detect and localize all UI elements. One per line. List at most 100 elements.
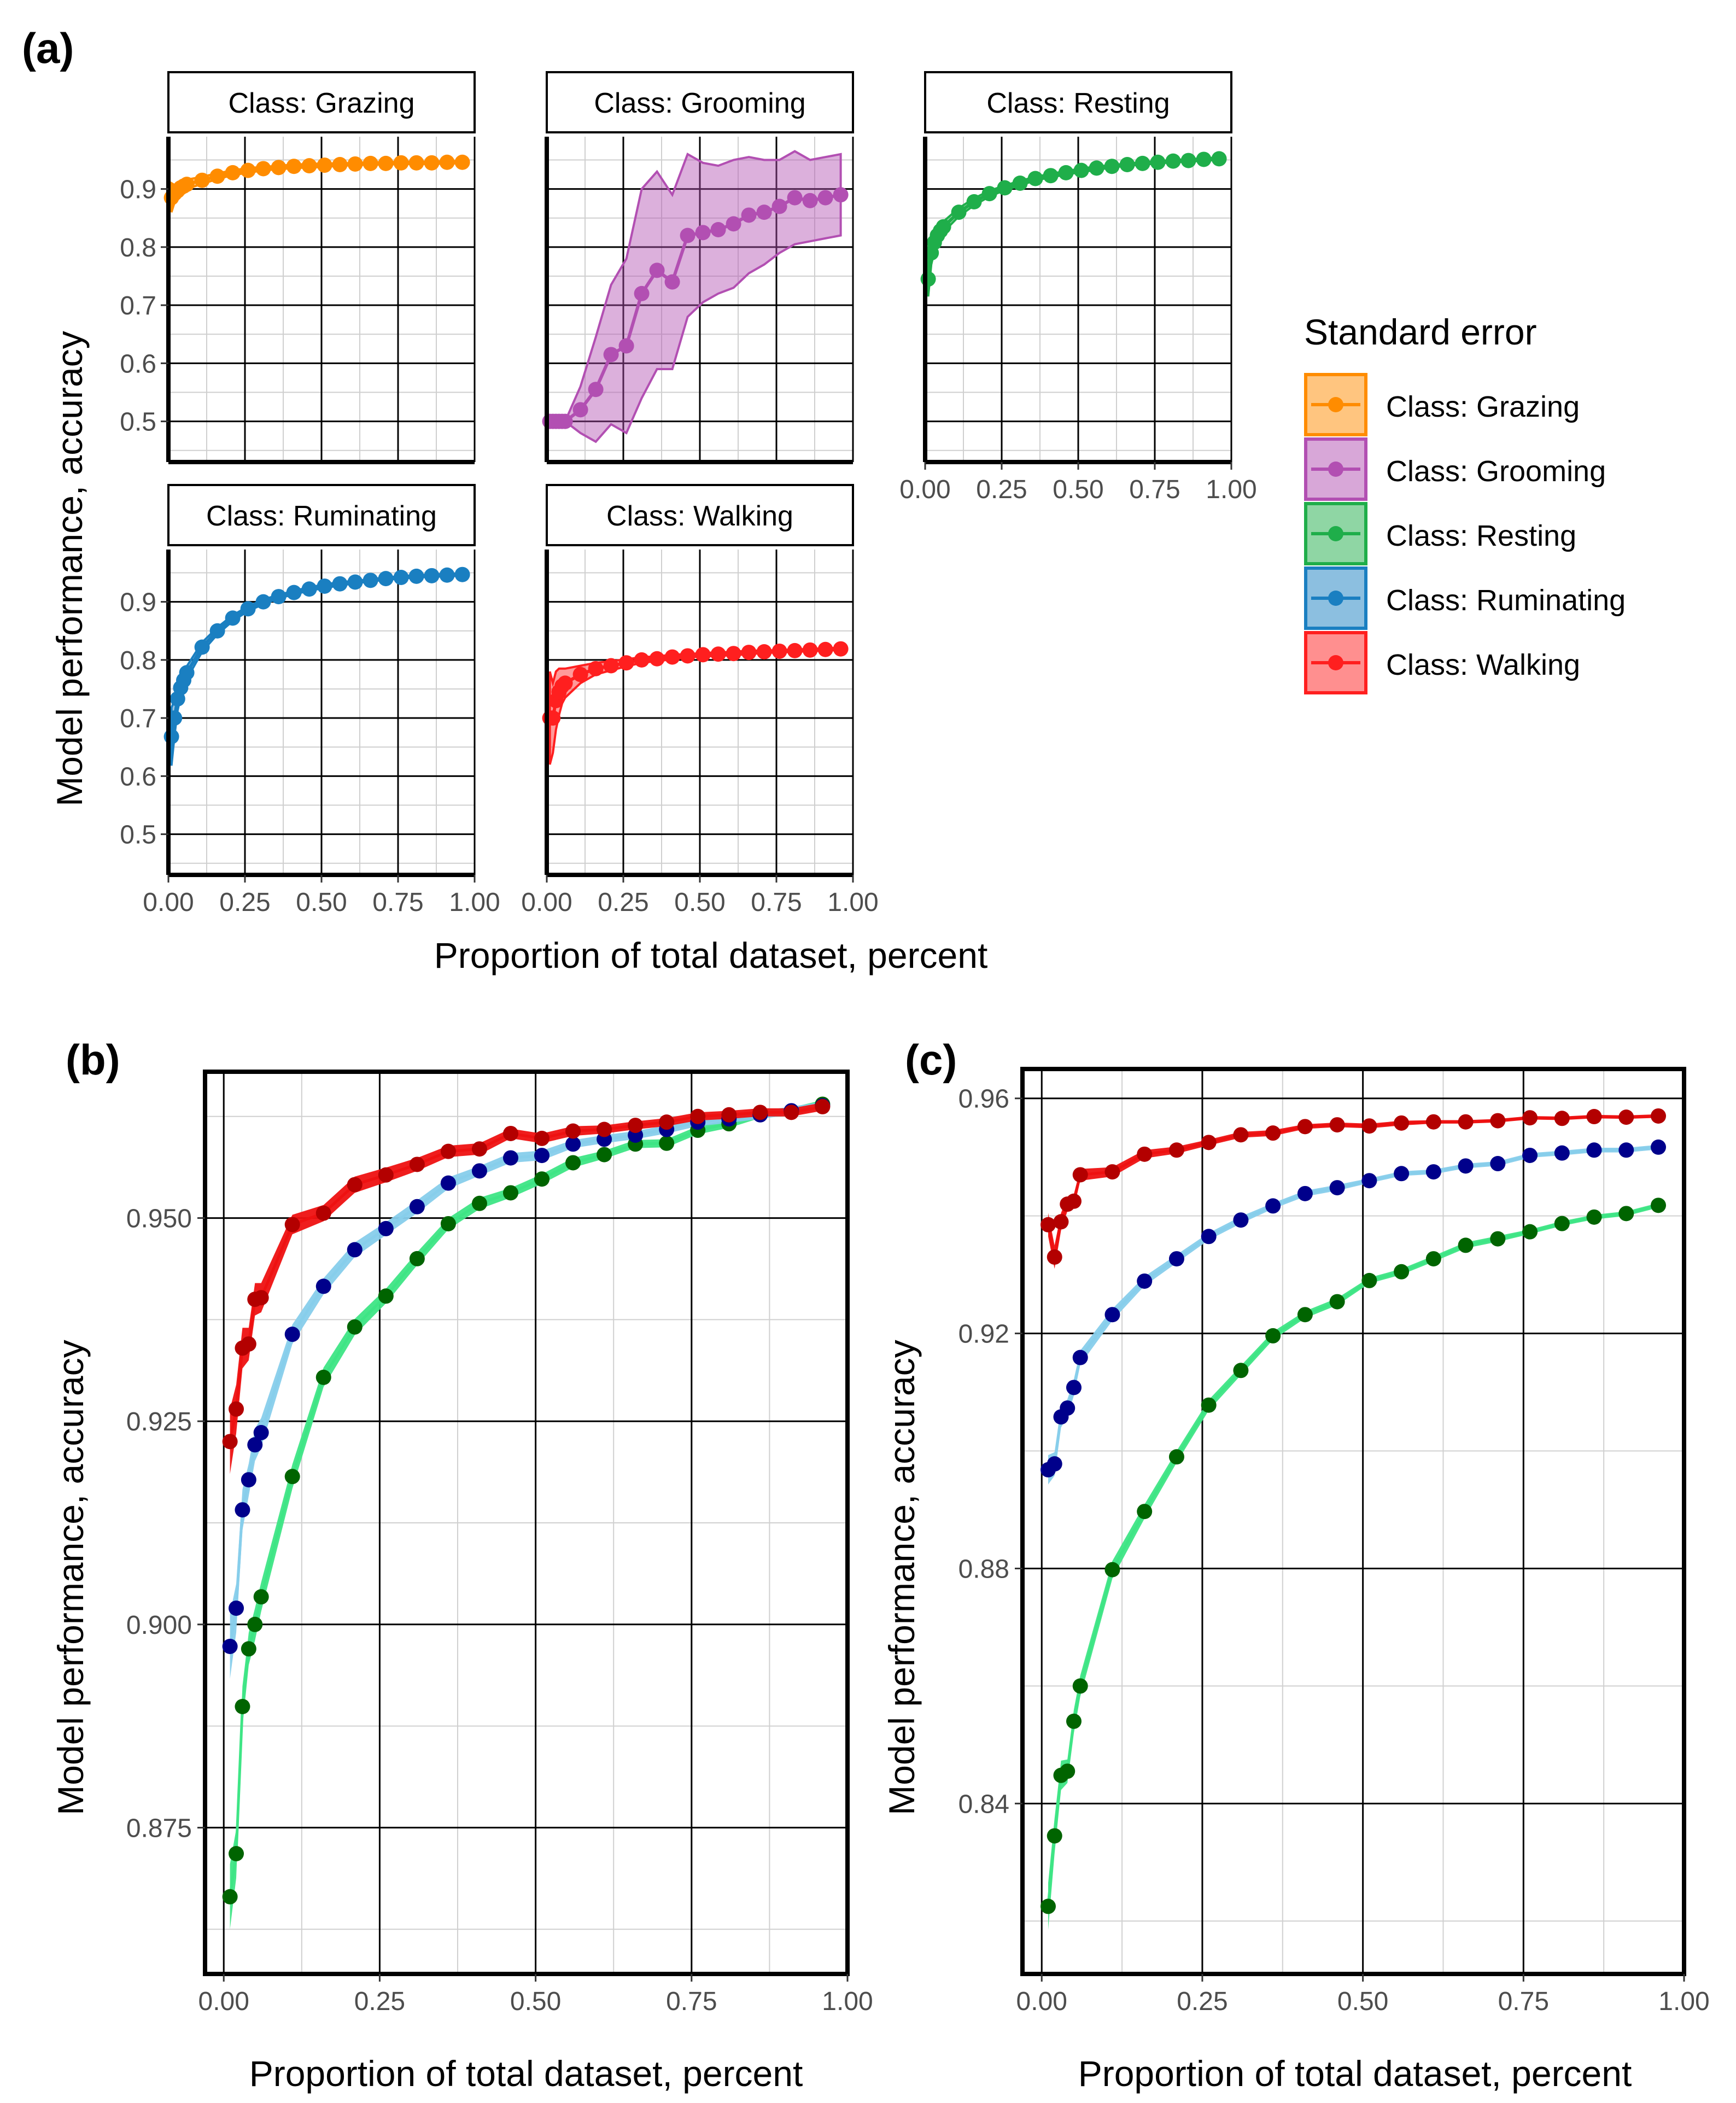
panel-b-point-blue — [222, 1638, 238, 1654]
panel-c-point-green — [1554, 1216, 1570, 1231]
facet-x-tick-label: 0.75 — [372, 888, 423, 917]
point-class-grooming — [634, 285, 650, 301]
panel-c-point-red — [1168, 1142, 1184, 1158]
panel-c-point-green — [1297, 1307, 1313, 1323]
panel-b-point-blue — [284, 1327, 300, 1342]
panel-b-y-tick-label: 0.900 — [126, 1611, 192, 1640]
point-class-ruminating — [179, 665, 195, 681]
panel-c-panel-border — [1020, 1067, 1686, 1976]
panel-c-point-green — [1394, 1264, 1410, 1280]
point-class-grazing — [240, 162, 256, 178]
point-class-walking — [771, 643, 787, 659]
panel-c-y-title: Model performance, accuracy — [881, 1340, 922, 1815]
point-class-grooming — [603, 347, 619, 363]
facet-x-tick-label: 0.00 — [899, 475, 950, 504]
panel-c-point-green — [1072, 1678, 1088, 1694]
legend-label-resting: Class: Resting — [1386, 519, 1576, 552]
panel-b-point-red — [565, 1123, 581, 1139]
facet-x-tick-label: 0.50 — [1053, 475, 1103, 504]
point-class-walking — [572, 667, 588, 682]
facet-x-tick-label: 0.25 — [598, 888, 648, 917]
panel-b-point-red — [628, 1118, 644, 1134]
legend-dot-grazing — [1328, 397, 1343, 412]
panel-c-point-blue — [1201, 1229, 1217, 1245]
panel-b-point-red — [284, 1217, 300, 1232]
panel-b-point-green — [235, 1698, 250, 1714]
panel-b-point-red — [534, 1130, 550, 1146]
facet-class-grazing: Class: Grazing 0.5 0.6 0.7 0.8 0.9 — [120, 71, 476, 464]
point-class-grazing — [393, 155, 409, 171]
panel-b-x-tick-label: 1.00 — [822, 1987, 873, 2016]
panel-b-label: (b) — [66, 1036, 120, 1084]
panel-b-point-green — [241, 1641, 256, 1657]
legend-label-grooming: Class: Grooming — [1386, 455, 1606, 488]
panel-b-point-blue — [440, 1175, 456, 1191]
panel-c-point-green — [1168, 1449, 1184, 1465]
legend: Standard error Class: Grazing Class: Gro… — [1304, 312, 1626, 694]
panel-b-point-red — [721, 1107, 737, 1123]
panel-b-y-tick-label: 0.950 — [126, 1205, 192, 1234]
point-class-ruminating — [454, 566, 470, 582]
panel-c-point-red — [1554, 1111, 1570, 1126]
point-class-grooming — [741, 207, 757, 223]
point-class-ruminating — [271, 589, 287, 605]
point-class-ruminating — [286, 585, 302, 600]
panel-b-point-green — [253, 1589, 269, 1605]
legend-label-walking: Class: Walking — [1386, 649, 1580, 681]
panel-c-point-red — [1053, 1214, 1069, 1230]
point-class-grooming — [695, 225, 711, 241]
panel-c-point-blue — [1361, 1173, 1377, 1189]
panel-b-x-tick-label: 0.25 — [354, 1987, 405, 2016]
point-class-ruminating — [424, 568, 440, 583]
point-class-grazing — [424, 155, 440, 171]
panel-c-point-red — [1361, 1118, 1377, 1134]
legend-key-ruminating: Class: Ruminating — [1304, 566, 1626, 630]
point-class-walking — [817, 641, 833, 657]
panel-c-point-blue — [1060, 1400, 1075, 1416]
point-class-resting — [1211, 151, 1227, 167]
panel-c-point-blue — [1265, 1198, 1281, 1214]
point-class-grooming — [833, 187, 849, 203]
point-class-walking — [695, 647, 711, 663]
point-class-ruminating — [393, 570, 409, 585]
point-class-walking — [603, 658, 619, 674]
point-class-walking — [545, 710, 561, 726]
facet-x-tick-label: 0.50 — [674, 888, 725, 917]
point-class-walking — [588, 661, 604, 676]
panel-c-point-red — [1297, 1119, 1313, 1135]
panel-b-ribbon-green — [230, 1100, 823, 1930]
panel-c-point-blue — [1329, 1180, 1345, 1196]
panel-c-y-tick-label: 0.92 — [958, 1320, 1009, 1349]
panel-b-panel-border — [203, 1070, 850, 1976]
point-class-resting — [1058, 165, 1074, 180]
facet-strip-label-class-grazing: Class: Grazing — [229, 87, 415, 119]
facet-x-tick-label: 0.00 — [143, 888, 194, 917]
panel-c-point-red — [1425, 1114, 1441, 1130]
panel-b-point-red — [690, 1108, 706, 1124]
facet-y-tick-label: 0.7 — [120, 291, 156, 320]
point-class-grooming — [710, 222, 726, 237]
point-class-grazing — [378, 155, 394, 171]
point-class-grazing — [332, 157, 348, 172]
legend-key-resting: Class: Resting — [1304, 502, 1576, 565]
panel-b-point-red — [440, 1143, 456, 1159]
facet-y-tick-label: 0.5 — [120, 408, 156, 437]
panel-c-point-blue — [1047, 1456, 1062, 1472]
point-class-ruminating — [347, 574, 363, 590]
facet-x-tick-label: 1.00 — [449, 888, 500, 917]
panel-c-point-green — [1522, 1224, 1538, 1240]
panel-c-point-green — [1361, 1272, 1377, 1288]
point-class-ruminating — [378, 571, 394, 587]
point-class-grooming — [771, 198, 787, 214]
panel-c-point-green — [1137, 1504, 1153, 1520]
panel-b-point-red — [752, 1105, 768, 1120]
panel-c-point-green — [1265, 1328, 1281, 1343]
panel-c-point-blue — [1618, 1142, 1634, 1158]
facet-strip-label-class-ruminating: Class: Ruminating — [206, 500, 437, 532]
point-class-resting — [1135, 155, 1150, 171]
panel-b-point-green — [565, 1155, 581, 1171]
panel-b-point-blue — [253, 1425, 269, 1440]
point-class-grazing — [363, 155, 378, 171]
panel-b-point-red — [784, 1105, 799, 1120]
